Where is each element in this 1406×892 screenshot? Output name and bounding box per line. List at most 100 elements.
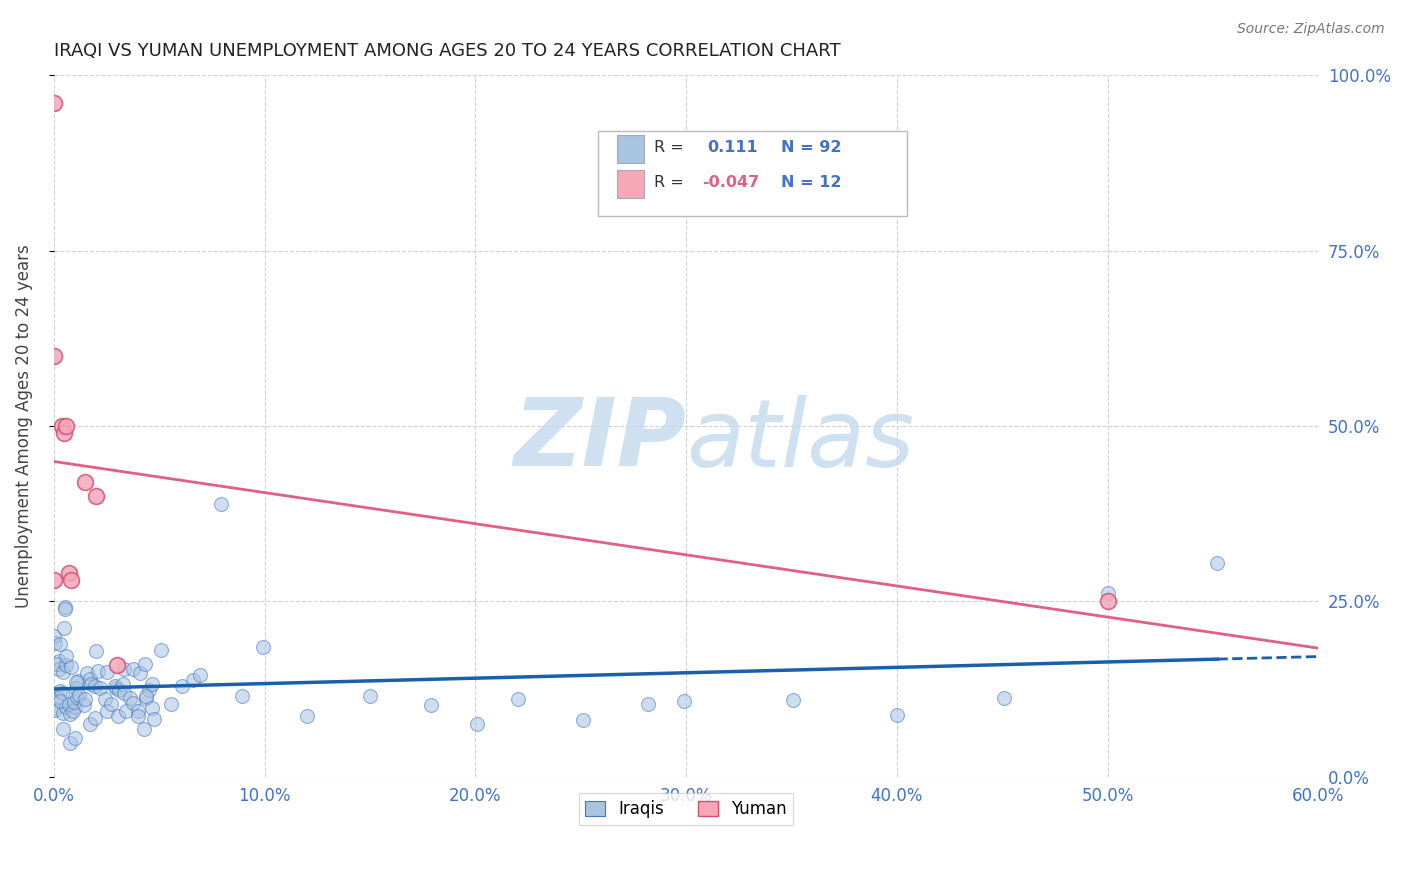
Point [53, 602, 76, 616]
Point [48, 638, 70, 652]
Point [65, 675, 87, 690]
Point [138, 682, 160, 697]
Point [107, 709, 129, 723]
Point [127, 709, 149, 723]
Point [252, 640, 274, 655]
Point [637, 698, 659, 712]
Text: R =: R = [654, 175, 685, 190]
Point [129, 665, 152, 680]
Point [53, 425, 76, 440]
Point [52, 621, 75, 635]
Point [63, 695, 86, 709]
Point [295, 709, 318, 723]
Point [66, 690, 89, 704]
Point [118, 690, 141, 705]
Point [782, 693, 804, 707]
Point [231, 690, 253, 704]
Point [44, 636, 66, 650]
Point [42, 96, 65, 111]
Point [80, 677, 103, 691]
Point [112, 677, 135, 691]
Point [72, 698, 94, 713]
Text: 0.111: 0.111 [707, 140, 758, 155]
Point [672, 693, 695, 707]
Point [49, 684, 72, 698]
Point [84, 489, 107, 503]
Text: R =: R = [654, 140, 685, 155]
Bar [616, 135, 644, 163]
Point [134, 657, 156, 671]
Point [1206, 556, 1229, 570]
Point [48, 663, 70, 677]
Point [886, 707, 908, 722]
Point [188, 668, 211, 682]
Point [105, 657, 128, 672]
Point [46, 691, 69, 706]
Point [59, 574, 82, 588]
Point [94, 691, 117, 706]
Point [84, 644, 107, 658]
Point [51, 419, 73, 434]
Point [122, 696, 145, 710]
Point [52, 706, 75, 721]
Text: N = 92: N = 92 [780, 140, 841, 155]
Text: -0.047: -0.047 [703, 175, 759, 190]
Text: atlas: atlas [686, 394, 914, 485]
Point [42, 629, 65, 643]
Point [83, 711, 105, 725]
Point [59, 707, 82, 722]
Point [209, 497, 232, 511]
Point [58, 697, 80, 711]
Point [42, 574, 65, 588]
Point [46, 657, 69, 671]
Point [58, 566, 80, 581]
Point [79, 717, 101, 731]
Bar [616, 170, 644, 198]
Point [55, 658, 77, 673]
Point [181, 673, 204, 688]
Point [112, 686, 135, 700]
Point [135, 690, 157, 705]
Point [135, 689, 157, 703]
Point [55, 419, 77, 434]
Y-axis label: Unemployment Among Ages 20 to 24 years: Unemployment Among Ages 20 to 24 years [15, 244, 32, 608]
Point [53, 600, 76, 615]
Point [572, 713, 595, 727]
Point [141, 677, 163, 691]
Point [55, 649, 77, 664]
Point [52, 722, 75, 736]
Point [112, 662, 135, 676]
Text: N = 12: N = 12 [780, 175, 841, 190]
Point [58, 736, 80, 750]
Point [127, 704, 149, 718]
Point [1097, 594, 1119, 608]
Legend: Iraqis, Yuman: Iraqis, Yuman [579, 793, 793, 825]
Point [42, 349, 65, 363]
Point [100, 697, 122, 711]
Point [508, 692, 530, 706]
Point [1097, 586, 1119, 600]
Point [73, 691, 96, 706]
Point [87, 664, 110, 678]
Point [51, 686, 73, 700]
Point [96, 704, 118, 718]
Point [108, 683, 131, 698]
Point [48, 654, 70, 668]
Point [76, 666, 98, 681]
Point [170, 680, 193, 694]
Point [160, 697, 183, 711]
Point [59, 660, 82, 674]
Point [96, 665, 118, 679]
Point [52, 665, 75, 680]
Point [63, 731, 86, 746]
Point [83, 679, 105, 693]
Point [55, 700, 77, 714]
Point [79, 672, 101, 686]
Point [465, 716, 488, 731]
Text: ZIP: ZIP [513, 394, 686, 486]
Point [49, 694, 72, 708]
Text: IRAQI VS YUMAN UNEMPLOYMENT AMONG AGES 20 TO 24 YEARS CORRELATION CHART: IRAQI VS YUMAN UNEMPLOYMENT AMONG AGES 2… [53, 42, 841, 60]
Point [104, 681, 127, 695]
Point [359, 690, 381, 704]
Point [132, 722, 155, 736]
